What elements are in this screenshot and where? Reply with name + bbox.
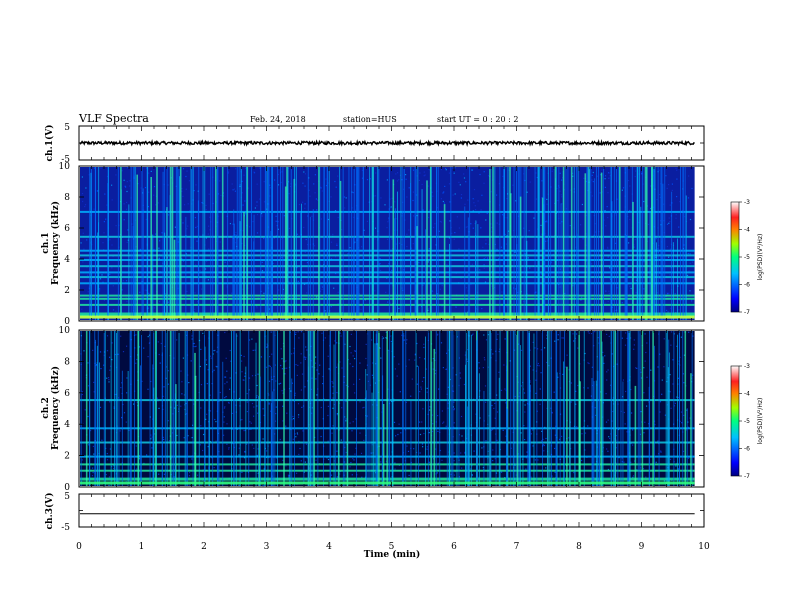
ch1-spectrogram-band: [80, 297, 695, 300]
ch1-spectrogram-band: [80, 282, 695, 285]
ch1-spectrogram-ytick: 4: [64, 255, 70, 265]
ch1-waveform-ylabel: ch.1(V): [44, 125, 55, 162]
time-axis-tick-label: 7: [514, 542, 520, 552]
time-axis-tick-label: 9: [639, 542, 645, 552]
ch2-spectrogram-panel: 0 2 4 6 8 10 ch.2 Frequency (kHz): [41, 326, 705, 493]
ch1-spectrogram-band: [80, 210, 695, 213]
ch2-spectrogram-ytick: 10: [59, 326, 71, 336]
colorbar-tick-label: -6: [744, 446, 750, 453]
ch1-spectrogram-ytick: 0: [64, 317, 70, 327]
colorbar-tick-label: -3: [744, 199, 750, 206]
ch3-waveform-ylabel: ch.3(V): [44, 493, 55, 530]
ch2-spectrogram-ytick: 6: [64, 389, 70, 399]
time-axis-label: Time (min): [364, 549, 421, 560]
colorbar-tick-label: -4: [744, 227, 750, 234]
time-axis-tick-label: 8: [576, 542, 582, 552]
ch1-spectrogram-band: [80, 294, 695, 297]
ch1-colorbar: -3 -4 -5 -6 -7 log(PSD)(V²/Hz): [730, 199, 764, 316]
ch2-spectrogram-ytick: 2: [64, 452, 70, 462]
ch1-spectrogram-ytick: 10: [59, 162, 71, 172]
time-axis-tick-label: 10: [698, 542, 710, 552]
colorbar-tick-label: -5: [744, 254, 750, 261]
ch1-waveform-line: [79, 138, 695, 148]
ch1-frequency-ylabel: Frequency (kHz): [50, 201, 61, 285]
time-axis-tick-label: 5: [389, 542, 395, 552]
colorbar-tick-label: -5: [744, 418, 750, 425]
ch3-ytick-bottom: -5: [61, 523, 70, 533]
ch1-spectrogram-band: [80, 254, 695, 257]
station-label: station=HUS: [343, 115, 397, 124]
ch2-spectrogram-image: [80, 331, 695, 487]
ch1-spectrogram-ytick: 6: [64, 224, 70, 234]
ch1-spectrogram-band: [80, 312, 695, 316]
ch1-spectrogram-band: [80, 265, 695, 268]
time-axis-tick-label: 2: [201, 542, 207, 552]
time-axis-ticks: [78, 125, 705, 528]
start-time-label: start UT = 0 : 20 : 2: [437, 115, 518, 124]
time-axis-tick-label: 6: [451, 542, 457, 552]
ch2-spectrogram-ytick: 8: [64, 357, 70, 367]
colorbar-tick-label: -6: [744, 282, 750, 289]
ch1-spectrogram-image: [80, 167, 695, 321]
ch1-spectrogram-band: [80, 276, 695, 279]
colorbar-tick-label: -3: [744, 363, 750, 370]
time-axis-tick-label: 3: [264, 542, 270, 552]
ch2-spectrogram-ytick: 0: [64, 483, 70, 493]
ch1-waveform-panel: 5 -5 ch.1(V): [44, 123, 705, 165]
ch1-spectrogram-band: [80, 303, 695, 306]
date-label: Feb. 24, 2018: [250, 115, 306, 124]
ch2-colorbar-label: log(PSD)(V²/Hz): [757, 398, 764, 445]
ch1-spectrogram-band: [80, 235, 695, 238]
time-axis-tick-label: 1: [139, 542, 145, 552]
ch2-spectrogram-ytick: 4: [64, 420, 70, 430]
ch1-spectrogram-panel: 0 2 4 6 8 10 ch.1 Frequency (kHz): [41, 162, 705, 327]
ch2-colorbar: -3 -4 -5 -6 -7 log(PSD)(V²/Hz): [730, 363, 764, 480]
colorbar-tick-label: -7: [744, 309, 750, 316]
ch2-spectrogram-label: ch.2: [41, 397, 51, 418]
ch1-ytick-bottom: -5: [61, 155, 70, 165]
ch1-spectrogram-band: [80, 271, 695, 274]
ch3-ytick-top: 5: [64, 492, 70, 502]
ch3-waveform-panel: 5 -5 ch.3(V): [44, 492, 705, 533]
colorbar-tick-label: -7: [744, 473, 750, 480]
figure-title: VLF Spectra: [78, 112, 149, 125]
time-axis-tick-labels: 0 1 2 3 4 5 6 7 8 9 10: [76, 542, 710, 552]
ch1-spectrogram-label: ch.1: [41, 232, 51, 253]
ch1-spectrogram-band: [80, 249, 695, 252]
colorbar-tick-label: -4: [744, 391, 750, 398]
time-axis-tick-label: 0: [76, 542, 82, 552]
ch1-spectrogram-ytick: 8: [64, 193, 70, 203]
ch1-spectrogram-band: [80, 259, 695, 261]
ch1-ytick-top: 5: [64, 123, 70, 133]
ch1-colorbar-label: log(PSD)(V²/Hz): [757, 234, 764, 281]
ch2-frequency-ylabel: Frequency (kHz): [50, 366, 61, 450]
time-axis-tick-label: 4: [326, 542, 332, 552]
ch1-spectrogram-ytick: 2: [64, 286, 70, 296]
